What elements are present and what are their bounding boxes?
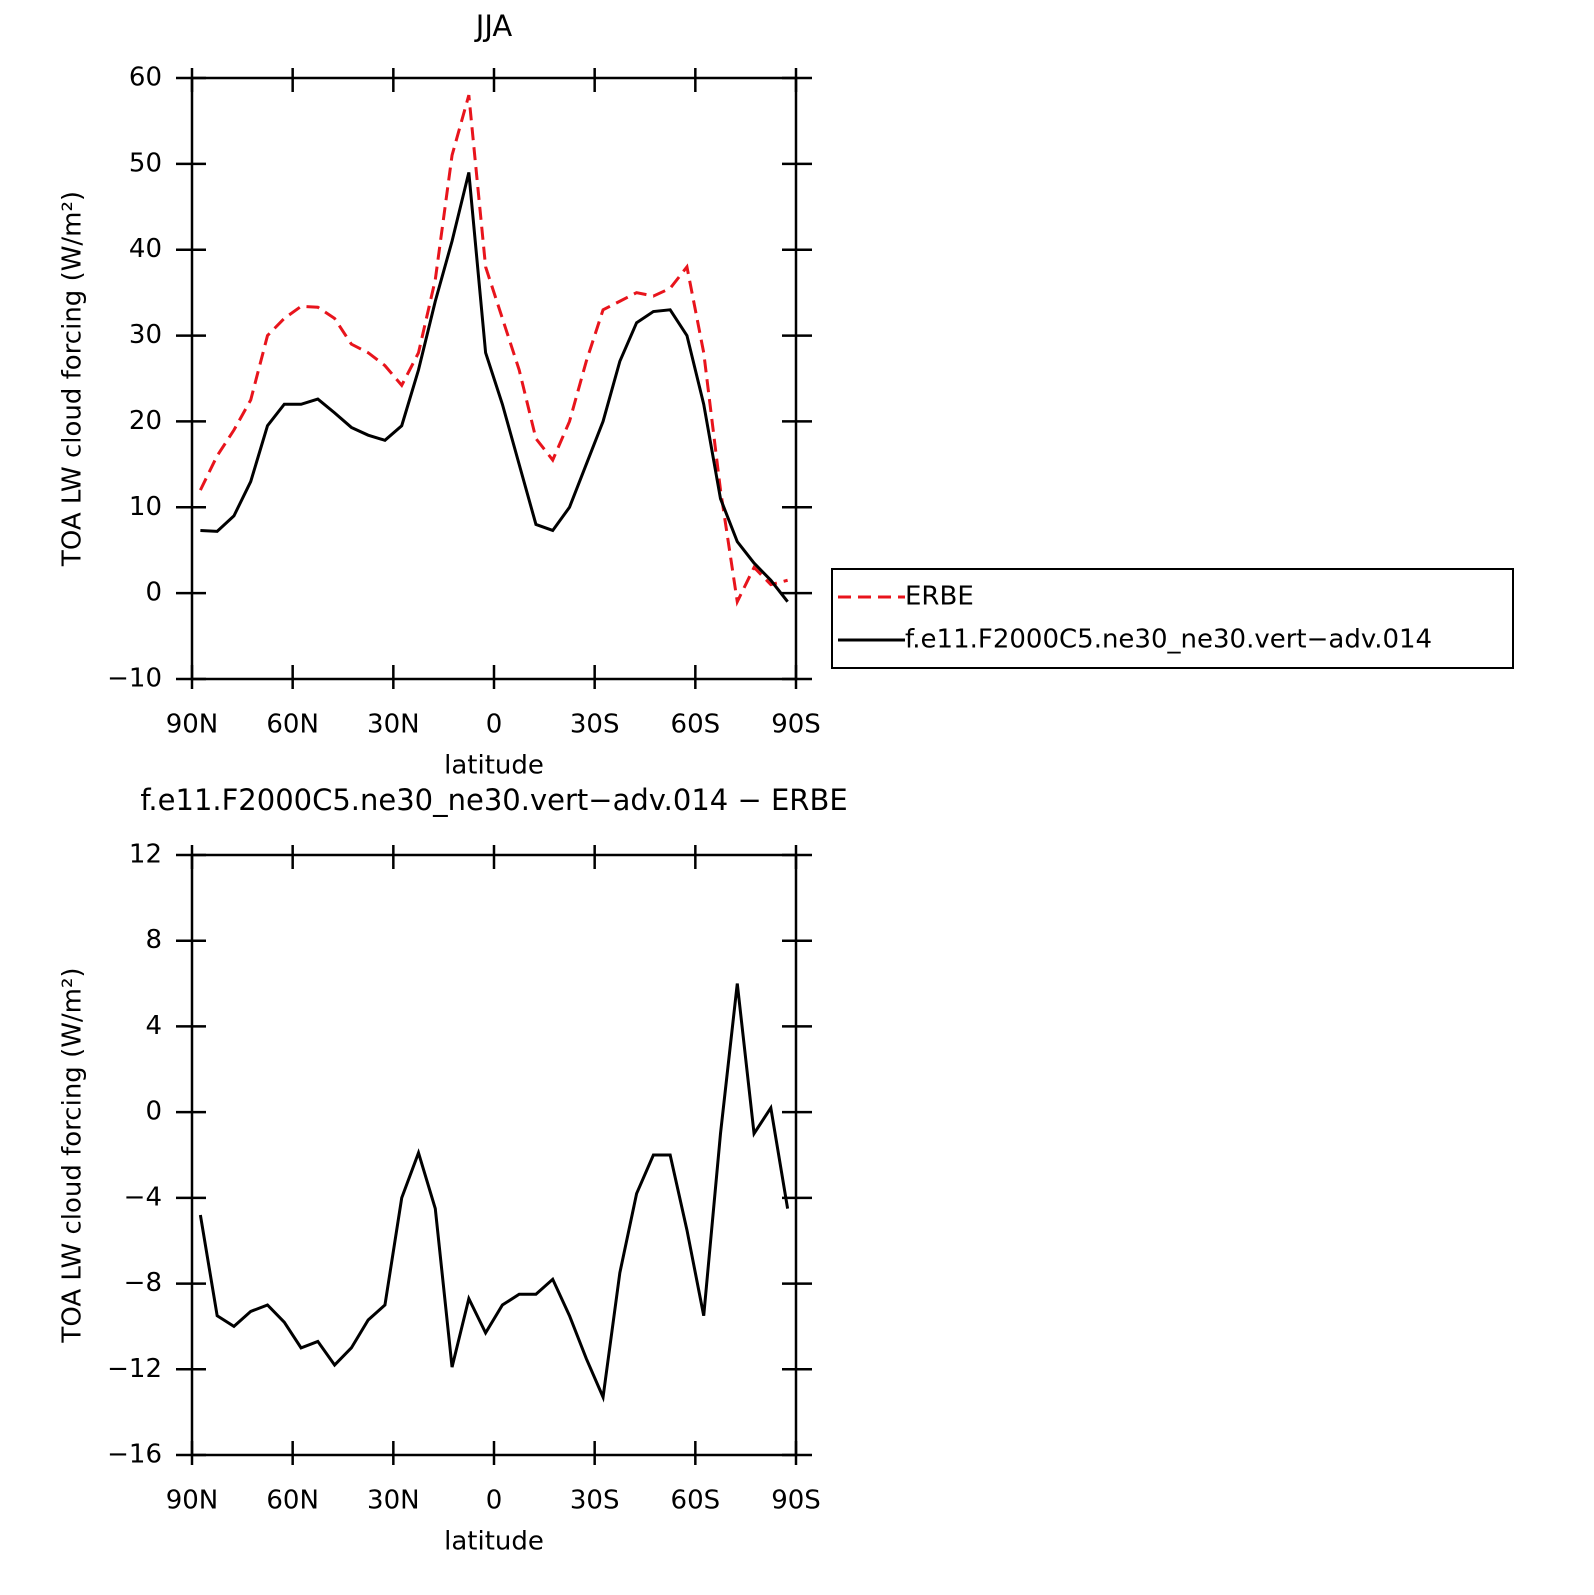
y-tick-label: −16 bbox=[107, 1440, 162, 1470]
y-axis-label: TOA LW cloud forcing (W/m²) bbox=[58, 967, 88, 1343]
y-tick-label: 8 bbox=[145, 925, 162, 955]
y-tick-label: −12 bbox=[107, 1354, 162, 1384]
y-tick-label: −10 bbox=[107, 664, 162, 694]
y-tick-label: 40 bbox=[129, 234, 162, 264]
x-axis-label: latitude bbox=[444, 751, 544, 781]
y-tick-label: 20 bbox=[129, 406, 162, 436]
x-tick-label: 90S bbox=[771, 1486, 821, 1516]
y-tick-label: 12 bbox=[129, 840, 162, 870]
chart-title: JJA bbox=[474, 9, 513, 43]
x-tick-label: 90N bbox=[166, 710, 219, 740]
data-line bbox=[199, 94, 788, 607]
data-line bbox=[198, 983, 790, 1403]
y-tick-label: 4 bbox=[145, 1011, 162, 1041]
x-tick-label: 0 bbox=[486, 710, 503, 740]
x-tick-label: 60S bbox=[671, 1486, 721, 1516]
data-line bbox=[200, 172, 789, 603]
y-tick-label: 0 bbox=[145, 578, 162, 608]
legend-label: ERBE bbox=[905, 582, 974, 612]
y-tick-label: 50 bbox=[129, 148, 162, 178]
x-tick-label: 0 bbox=[486, 1486, 503, 1516]
x-tick-label: 30S bbox=[570, 710, 620, 740]
y-tick-label: 60 bbox=[129, 63, 162, 93]
x-tick-label: 60N bbox=[266, 1486, 319, 1516]
y-tick-label: −4 bbox=[124, 1182, 162, 1212]
x-tick-label: 60N bbox=[266, 710, 319, 740]
x-tick-label: 90N bbox=[166, 1486, 219, 1516]
x-tick-label: 60S bbox=[671, 710, 721, 740]
y-tick-label: 30 bbox=[129, 320, 162, 350]
legend-label: f.e11.F2000C5.ne30_ne30.vert−adv.014 bbox=[905, 625, 1432, 655]
x-axis-label: latitude bbox=[444, 1527, 544, 1557]
y-tick-label: 10 bbox=[129, 492, 162, 522]
legend-box bbox=[831, 568, 1514, 669]
x-tick-label: 30S bbox=[570, 1486, 620, 1516]
y-tick-label: 0 bbox=[145, 1097, 162, 1127]
y-axis-label: TOA LW cloud forcing (W/m²) bbox=[58, 191, 88, 567]
x-tick-label: 30N bbox=[367, 1486, 420, 1516]
x-tick-label: 90S bbox=[771, 710, 821, 740]
y-tick-label: −8 bbox=[124, 1268, 162, 1298]
x-tick-label: 30N bbox=[367, 710, 420, 740]
plot-frame bbox=[190, 853, 798, 1457]
chart-title: f.e11.F2000C5.ne30_ne30.vert−adv.014 − E… bbox=[140, 783, 847, 817]
